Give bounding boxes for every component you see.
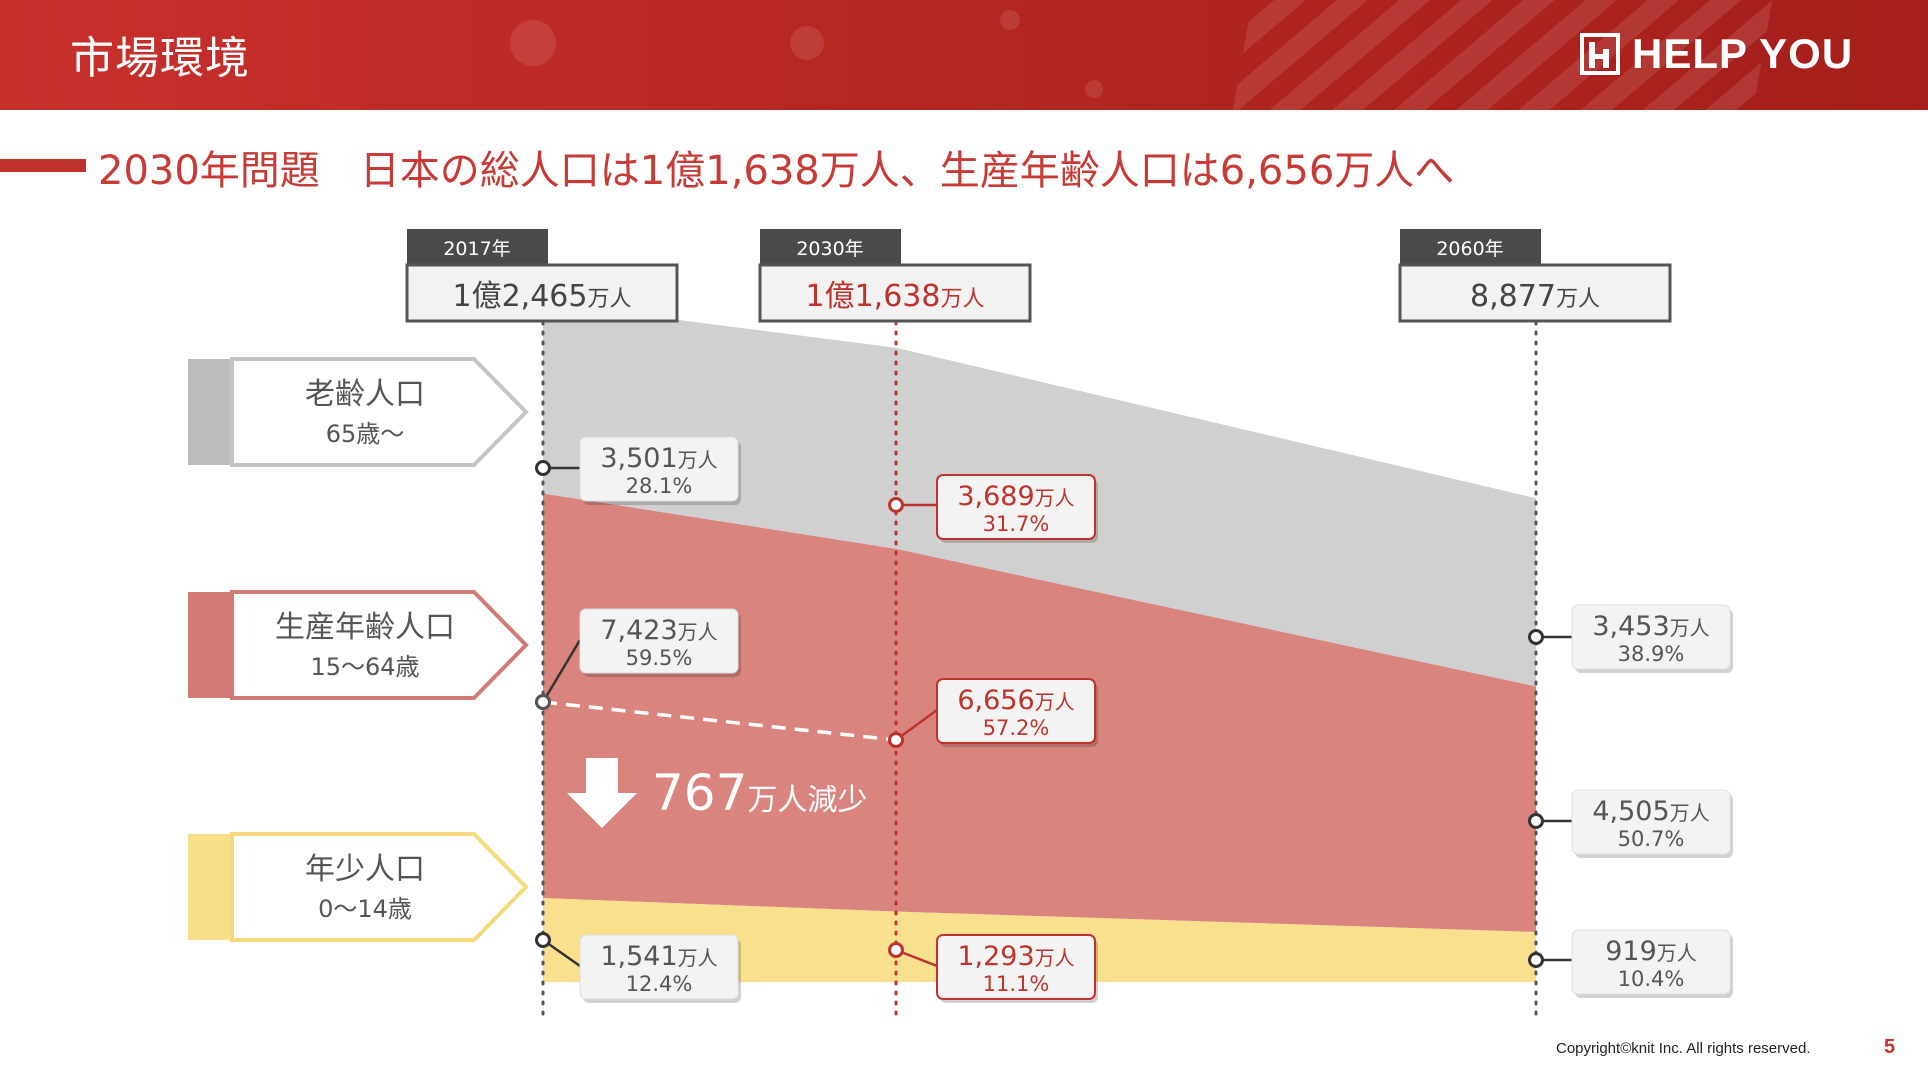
callout-box	[1571, 604, 1731, 670]
callout-value: 7,423万人	[600, 615, 717, 646]
year-label: 2030年	[796, 238, 863, 260]
year-label: 2017年	[443, 238, 510, 260]
total-value: 1億1,638万人	[806, 279, 985, 314]
callout-connector	[541, 639, 582, 703]
callout-percent: 50.7%	[1618, 827, 1685, 851]
page-number: 5	[1884, 1036, 1896, 1058]
callout-box	[936, 474, 1096, 540]
data-point-marker	[888, 497, 904, 513]
category-arrow-shape	[230, 590, 529, 700]
category-name: 年少人口	[305, 852, 425, 887]
category-label: 年少人口 0〜14歳	[188, 832, 529, 942]
callout-value: 1,293万人	[957, 941, 1074, 972]
down-arrow-icon	[567, 758, 637, 828]
total-value: 8,877万人	[1470, 279, 1600, 314]
callout-percent: 57.2%	[983, 716, 1050, 740]
category-label: 生産年齢人口 15〜64歳	[188, 590, 529, 700]
decor-circle	[510, 20, 556, 66]
company-logo: HELP YOU	[1580, 30, 1853, 78]
data-point-marker	[1528, 952, 1544, 968]
year-box: 2030年 1億1,638万人	[758, 229, 1032, 323]
data-point-marker	[1528, 813, 1544, 829]
callout-percent: 28.1%	[626, 474, 693, 498]
callout-percent: 38.9%	[1618, 642, 1685, 666]
year-box: 2017年 1億2,465万人	[405, 229, 679, 323]
callout-value: 919万人	[1605, 936, 1697, 967]
callout-value: 1,541万人	[600, 941, 717, 972]
total-box	[405, 263, 679, 323]
logo-mark-icon	[1580, 33, 1620, 75]
data-point-marker	[888, 732, 904, 748]
callout-percent: 10.4%	[1618, 967, 1685, 991]
decor-circle	[1000, 10, 1020, 30]
callout-percent: 59.5%	[626, 646, 693, 670]
callout-box	[936, 934, 1096, 1000]
data-point-marker	[888, 942, 904, 958]
subtitle-accent-bar	[0, 159, 86, 172]
callout-connector	[895, 708, 938, 742]
header-bar: 市場環境 HELP YOU	[0, 0, 1928, 110]
callout-box	[936, 678, 1096, 744]
callout-percent: 11.1%	[983, 972, 1050, 996]
year-tab	[760, 229, 901, 265]
category-arrow-shape	[230, 832, 529, 942]
callout-box	[579, 436, 739, 502]
callout-box	[1571, 789, 1731, 855]
year-box: 2060年 8,877万人	[1398, 229, 1672, 323]
callout-value: 3,689万人	[957, 481, 1074, 512]
year-tab	[1400, 229, 1541, 265]
logo-text: HELP YOU	[1632, 30, 1854, 77]
decline-dashed-line	[542, 700, 897, 742]
data-point-marker	[1528, 629, 1544, 645]
data-point-marker	[535, 460, 551, 476]
category-name: 生産年齢人口	[275, 610, 455, 645]
total-box	[758, 263, 1032, 323]
decor-circle	[790, 26, 824, 60]
year-tab	[407, 229, 548, 265]
category-name: 老齢人口	[305, 377, 425, 412]
callout-value: 6,656万人	[957, 685, 1074, 716]
slide-subtitle: 2030年問題 日本の総人口は1億1,638万人、生産年齢人口は6,656万人へ	[98, 148, 1455, 194]
year-label: 2060年	[1436, 238, 1503, 260]
data-point-marker	[535, 694, 551, 710]
callout-value: 3,501万人	[600, 443, 717, 474]
header-title: 市場環境	[70, 33, 250, 84]
total-box	[1398, 263, 1672, 323]
callout-box	[1571, 929, 1731, 995]
callout-value: 4,505万人	[1592, 796, 1709, 827]
category-color-chip	[188, 592, 232, 698]
category-range: 15〜64歳	[310, 653, 419, 681]
category-range: 65歳〜	[326, 420, 405, 448]
total-value: 1億2,465万人	[453, 279, 632, 314]
data-point-marker	[535, 932, 551, 948]
callout-value: 3,453万人	[1592, 611, 1709, 642]
callout-box	[579, 934, 739, 1000]
category-color-chip	[188, 359, 232, 465]
callout-percent: 31.7%	[983, 512, 1050, 536]
category-label: 老齢人口 65歳〜	[188, 357, 529, 467]
decor-circle	[1085, 80, 1103, 98]
decrease-annotation: 767万人減少	[652, 764, 867, 822]
category-arrow-shape	[230, 357, 529, 467]
callout-percent: 12.4%	[626, 972, 693, 996]
callout-box	[579, 608, 739, 674]
copyright-text: Copyright©knit Inc. All rights reserved.	[1556, 1040, 1811, 1057]
category-color-chip	[188, 834, 232, 940]
category-range: 0〜14歳	[318, 895, 412, 923]
